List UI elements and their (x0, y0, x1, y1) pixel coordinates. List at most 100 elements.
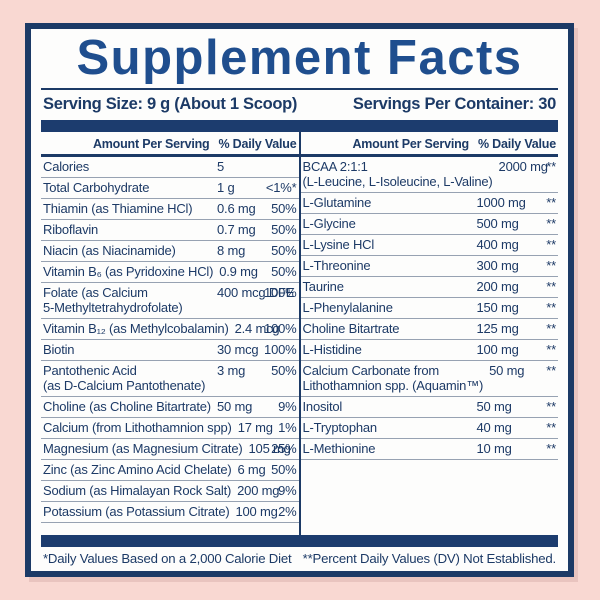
nutrient-daily-value: 25% (271, 441, 297, 457)
nutrient-name: Pantothenic Acid (as D-Calcium Pantothen… (43, 363, 206, 394)
table-row: Magnesium (as Magnesium Citrate) 105 mg 25… (41, 439, 299, 460)
nutrient-name: Choline (as Choline Bitartrate) (43, 399, 211, 415)
table-row: Vitamin B₁₂ (as Methylcobalamin) 2.4 mcg 1… (41, 319, 299, 340)
table-row: L-Tryptophan 40 mg ** (300, 418, 558, 439)
nutrient-amount: 50 mg (217, 399, 253, 415)
table-row: Riboflavin 0.7 mg 50% (41, 220, 299, 241)
serving-size-text: Serving Size: 9 g (About 1 Scoop) (43, 94, 298, 113)
nutrient-amount: 100 mg (476, 342, 519, 358)
table-row: Niacin (as Niacinamide) 8 mg 50% (41, 241, 299, 262)
nutrient-name: Vitamin B₁₂ (as Methylcobalamin) (43, 321, 229, 337)
nutrient-name: Inositol (302, 399, 343, 415)
table-row: Choline Bitartrate 125 mg ** (300, 319, 558, 340)
nutrient-name: Vitamin B₆ (as Pyridoxine HCl) (43, 264, 214, 280)
nutrient-name: Riboflavin (43, 222, 99, 238)
nutrient-name: Choline Bitartrate (302, 321, 400, 337)
daily-value-footnote: *Daily Values Based on a 2,000 Calorie D… (43, 551, 292, 566)
left-column-header: Amount Per Serving % Daily Value (41, 132, 299, 157)
nutrient-name: Calcium Carbonate from Lithothamnion spp… (302, 363, 484, 394)
nutrient-amount: 150 mg (476, 300, 519, 316)
nutrient-amount: 10 mg (476, 441, 512, 457)
nutrient-daily-value: 100% (264, 321, 297, 337)
table-row: Vitamin B₆ (as Pyridoxine HCl) 0.9 mg 50% (41, 262, 299, 283)
nutrient-amount: 2.4 mcg (234, 321, 280, 337)
table-row: Inositol 50 mg ** (300, 397, 558, 418)
nutrient-daily-value: 50% (271, 264, 297, 280)
nutrient-name: Zinc (as Zinc Amino Acid Chelate) (43, 462, 232, 478)
nutrient-daily-value: 2% (278, 504, 297, 520)
nutrient-daily-value: <1%* (265, 180, 297, 196)
column-divider (298, 131, 301, 535)
daily-value-header: % Daily Value (478, 136, 556, 151)
table-row: L-Histidine 100 mg ** (300, 340, 558, 361)
nutrient-daily-value: ** (546, 237, 556, 253)
table-row: Zinc (as Zinc Amino Acid Chelate) 6 mg 50% (41, 460, 299, 481)
nutrient-name: Magnesium (as Magnesium Citrate) (43, 441, 243, 457)
table-row: L-Threonine 300 mg ** (300, 256, 558, 277)
nutrient-amount: 300 mg (476, 258, 519, 274)
nutrient-amount: 0.6 mg (217, 201, 256, 217)
nutrient-amount: 40 mg (476, 420, 512, 436)
nutrient-daily-value: ** (546, 195, 556, 211)
nutrient-amount: 125 mg (476, 321, 519, 337)
table-row: Biotin 30 mcg 100% (41, 340, 299, 361)
nutrient-daily-value: 50% (271, 222, 297, 238)
servings-per-container-text: Servings Per Container: 30 (352, 94, 556, 113)
nutrient-name: L-Histidine (302, 342, 362, 358)
nutrient-daily-value: 50% (271, 201, 297, 217)
nutrient-daily-value: 9% (278, 483, 297, 499)
nutrient-daily-value: ** (546, 159, 556, 175)
table-row: Total Carbohydrate 1 g <1%* (41, 178, 299, 199)
nutrient-name: L-Glycine (302, 216, 356, 232)
nutrient-name: Total Carbohydrate (43, 180, 150, 196)
daily-value-header: % Daily Value (218, 136, 297, 151)
nutrient-columns: Amount Per Serving % Daily Value Calorie… (41, 131, 558, 535)
table-row: L-Lysine HCl 400 mg ** (300, 235, 558, 256)
nutrient-daily-value: ** (546, 420, 556, 436)
nutrient-amount: 6 mg (237, 462, 266, 478)
nutrient-amount: 400 mg (476, 237, 519, 253)
table-row: Calcium (from Lithothamnion spp) 17 mg 1% (41, 418, 299, 439)
nutrient-daily-value: 50% (271, 462, 297, 478)
nutrient-amount: 5 (217, 159, 225, 175)
left-nutrient-rows: Calories 5 Total Carbohydrate 1 g <1%* Thiami… (41, 157, 299, 535)
nutrient-amount: 105 mg (248, 441, 291, 457)
nutrient-daily-value: 1% (278, 420, 297, 436)
nutrient-amount: 17 mg (237, 420, 273, 436)
nutrient-daily-value: ** (546, 216, 556, 232)
top-separator-bar (41, 119, 558, 132)
nutrient-amount: 2000 mg (498, 159, 548, 175)
supplement-facts-label: Supplement Facts Serving Size: 9 g (Abou… (25, 23, 574, 577)
nutrient-amount: 3 mg (217, 363, 246, 379)
nutrient-amount: 500 mg (476, 216, 519, 232)
nutrient-daily-value: ** (546, 363, 556, 379)
nutrient-daily-value: 100% (264, 285, 297, 301)
nutrient-amount: 1 g (217, 180, 235, 196)
nutrient-daily-value: ** (546, 441, 556, 457)
title-divider (41, 87, 558, 90)
right-column: Amount Per Serving % Daily Value BCAA 2:… (300, 132, 558, 535)
table-row: Calcium Carbonate from Lithothamnion spp… (300, 361, 558, 397)
right-column-header: Amount Per Serving % Daily Value (300, 132, 558, 157)
table-row: Calories 5 (41, 157, 299, 178)
nutrient-amount: 0.9 mg (219, 264, 258, 280)
nutrient-name: Niacin (as Niacinamide) (43, 243, 176, 259)
table-row: Choline (as Choline Bitartrate) 50 mg 9% (41, 397, 299, 418)
nutrient-name: Calories (43, 159, 90, 175)
table-row: BCAA 2:1:1 (L-Leucine, L-Isoleucine, L-V… (300, 157, 558, 193)
nutrient-name: Folate (as Calcium 5-Methyltetrahydrofol… (43, 285, 183, 316)
nutrient-daily-value: 50% (271, 243, 297, 259)
nutrient-amount: 8 mg (217, 243, 246, 259)
nutrient-daily-value: ** (546, 300, 556, 316)
nutrient-name: BCAA 2:1:1 (L-Leucine, L-Isoleucine, L-V… (302, 159, 493, 190)
nutrient-daily-value: ** (546, 321, 556, 337)
nutrient-amount: 50 mg (489, 363, 525, 379)
table-row: Pantothenic Acid (as D-Calcium Pantothen… (41, 361, 299, 397)
nutrient-daily-value: ** (546, 258, 556, 274)
nutrient-name: L-Methionine (302, 441, 376, 457)
nutrient-amount: 1000 mg (476, 195, 526, 211)
table-row: L-Methionine 10 mg ** (300, 439, 558, 460)
nutrient-amount: 200 mg (237, 483, 280, 499)
nutrient-amount: 100 mg (235, 504, 278, 520)
nutrient-amount: 30 mcg (217, 342, 259, 358)
